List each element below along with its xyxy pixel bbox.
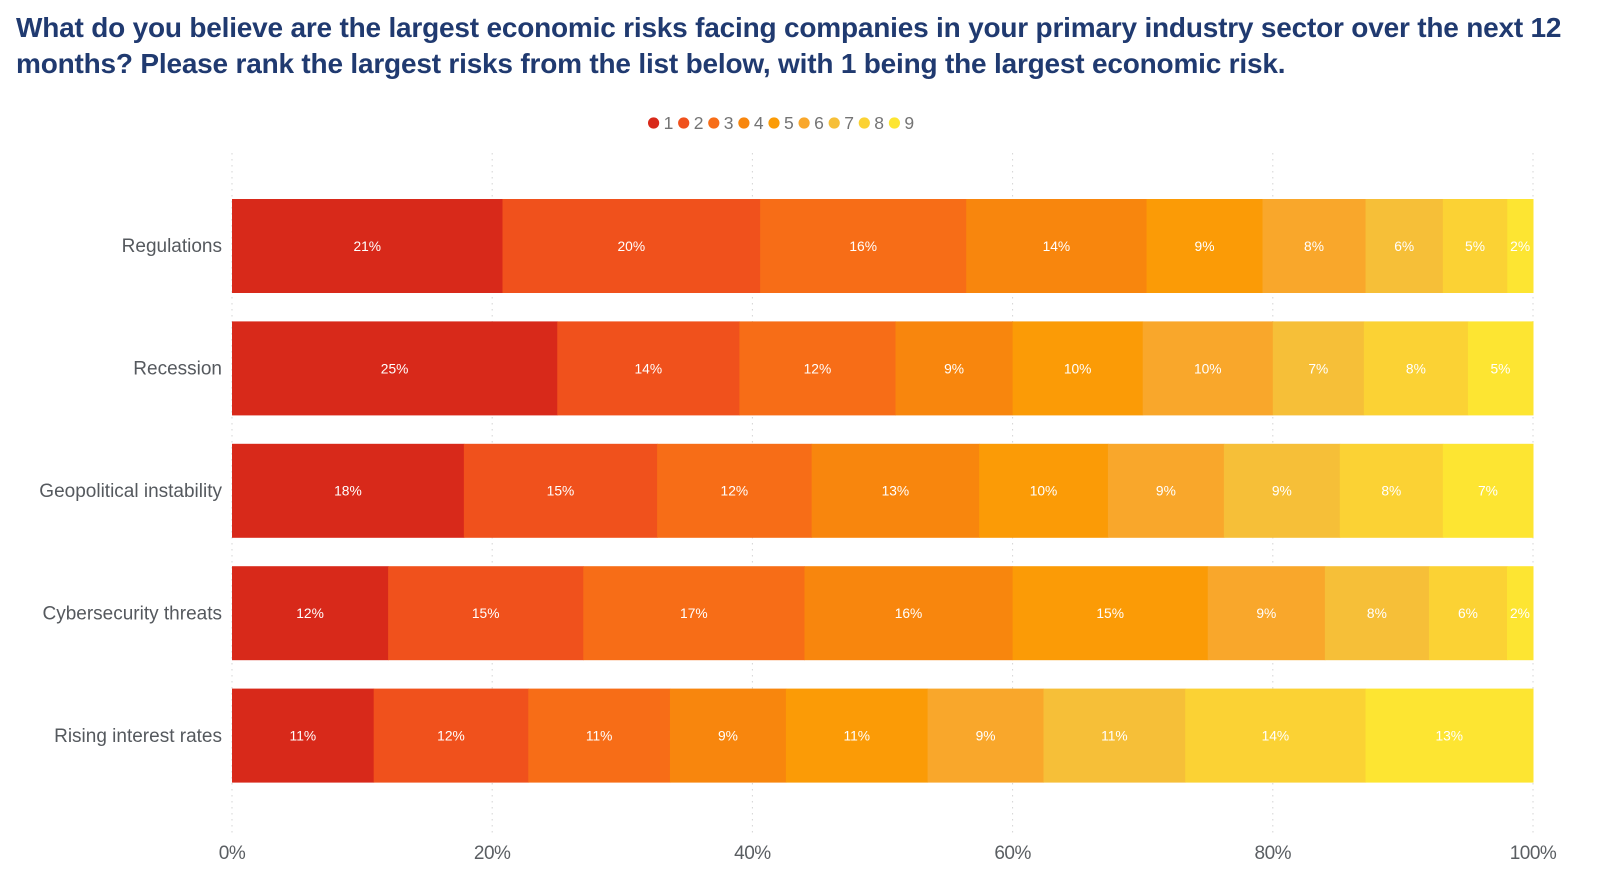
svg-text:11%: 11% — [290, 729, 317, 744]
svg-text:15%: 15% — [1096, 606, 1124, 621]
svg-text:Cybersecurity threats: Cybersecurity threats — [42, 603, 222, 624]
svg-text:12%: 12% — [437, 729, 465, 744]
svg-text:3: 3 — [724, 113, 734, 133]
svg-text:13%: 13% — [1435, 729, 1463, 744]
svg-text:80%: 80% — [1255, 843, 1292, 864]
svg-text:Rising interest rates: Rising interest rates — [54, 726, 222, 747]
svg-text:6: 6 — [814, 113, 824, 133]
svg-text:100%: 100% — [1510, 843, 1557, 864]
svg-text:9%: 9% — [944, 361, 964, 376]
svg-text:14%: 14% — [1043, 239, 1071, 254]
svg-text:2%: 2% — [1510, 606, 1530, 621]
svg-text:8: 8 — [874, 113, 884, 133]
svg-text:1: 1 — [664, 113, 674, 133]
svg-text:5: 5 — [784, 113, 794, 133]
svg-text:9%: 9% — [1272, 484, 1292, 499]
svg-text:9%: 9% — [1195, 239, 1215, 254]
svg-text:2: 2 — [694, 113, 704, 133]
svg-text:14%: 14% — [1262, 729, 1290, 744]
svg-text:8%: 8% — [1367, 606, 1387, 621]
svg-text:Recession: Recession — [133, 359, 222, 380]
svg-text:11%: 11% — [843, 729, 870, 744]
svg-text:5%: 5% — [1490, 361, 1510, 376]
svg-text:25%: 25% — [381, 361, 409, 376]
svg-text:11%: 11% — [1101, 729, 1128, 744]
svg-text:8%: 8% — [1406, 361, 1426, 376]
svg-text:60%: 60% — [994, 843, 1031, 864]
svg-text:7%: 7% — [1478, 484, 1498, 499]
svg-text:Geopolitical instability: Geopolitical instability — [39, 481, 222, 502]
svg-text:7: 7 — [844, 113, 854, 133]
svg-text:9%: 9% — [976, 729, 996, 744]
svg-text:6%: 6% — [1394, 239, 1414, 254]
svg-text:15%: 15% — [472, 606, 500, 621]
svg-text:9: 9 — [904, 113, 914, 133]
svg-text:14%: 14% — [635, 361, 663, 376]
svg-text:18%: 18% — [334, 484, 362, 499]
svg-text:20%: 20% — [618, 239, 646, 254]
svg-text:9%: 9% — [1256, 606, 1276, 621]
svg-text:16%: 16% — [895, 606, 923, 621]
svg-text:40%: 40% — [734, 843, 771, 864]
svg-text:15%: 15% — [547, 484, 575, 499]
svg-text:17%: 17% — [680, 606, 708, 621]
svg-text:7%: 7% — [1308, 361, 1328, 376]
svg-text:10%: 10% — [1030, 484, 1058, 499]
svg-text:6%: 6% — [1458, 606, 1478, 621]
svg-text:9%: 9% — [718, 729, 738, 744]
svg-text:11%: 11% — [586, 729, 613, 744]
svg-text:12%: 12% — [721, 484, 749, 499]
svg-text:10%: 10% — [1064, 361, 1092, 376]
svg-text:8%: 8% — [1381, 484, 1401, 499]
svg-text:10%: 10% — [1194, 361, 1222, 376]
svg-text:13%: 13% — [882, 484, 910, 499]
svg-text:12%: 12% — [804, 361, 832, 376]
svg-text:9%: 9% — [1156, 484, 1176, 499]
svg-text:8%: 8% — [1304, 239, 1324, 254]
svg-text:20%: 20% — [474, 843, 511, 864]
svg-text:4: 4 — [754, 113, 764, 133]
svg-text:2%: 2% — [1510, 239, 1530, 254]
svg-text:0%: 0% — [219, 843, 246, 864]
svg-text:21%: 21% — [353, 239, 381, 254]
svg-text:12%: 12% — [296, 606, 324, 621]
svg-text:16%: 16% — [849, 239, 877, 254]
svg-text:Regulations: Regulations — [122, 236, 222, 257]
svg-text:5%: 5% — [1465, 239, 1485, 254]
